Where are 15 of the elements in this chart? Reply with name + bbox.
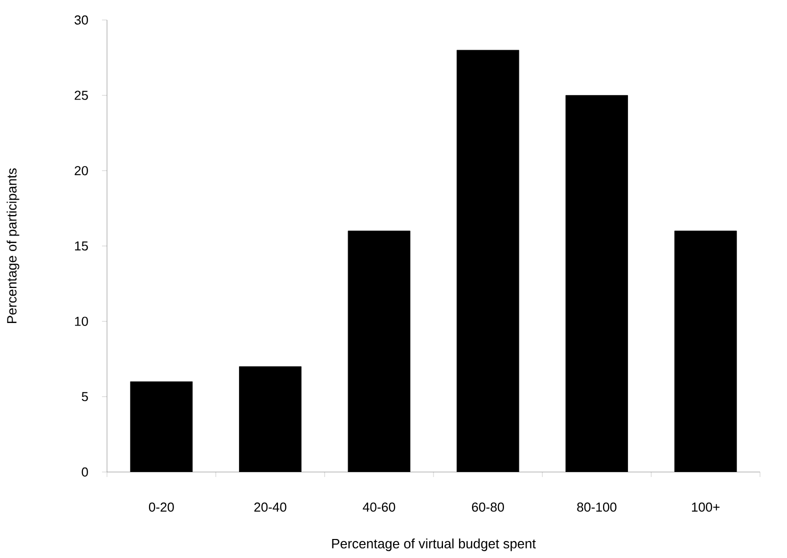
y-tick-label: 5 bbox=[82, 392, 88, 402]
y-tick-label: 15 bbox=[75, 241, 88, 251]
y-tick-label: 10 bbox=[75, 316, 88, 326]
x-tick-label: 80-100 bbox=[577, 502, 616, 512]
y-axis-title: Percentage of participants bbox=[6, 168, 20, 324]
x-axis-title: Percentage of virtual budget spent bbox=[332, 538, 536, 552]
y-tick-label: 20 bbox=[74, 166, 88, 176]
x-tick-label: 100+ bbox=[692, 502, 720, 512]
x-tick-label: 20-40 bbox=[254, 502, 286, 512]
y-tick-label: 0 bbox=[82, 467, 88, 477]
x-tick-label: 0-20 bbox=[148, 502, 174, 512]
x-tick-label: 40-60 bbox=[362, 502, 396, 512]
y-tick-label: 25 bbox=[74, 90, 88, 100]
y-tick-label: 30 bbox=[74, 15, 88, 25]
x-tick-label: 60-80 bbox=[472, 502, 504, 512]
